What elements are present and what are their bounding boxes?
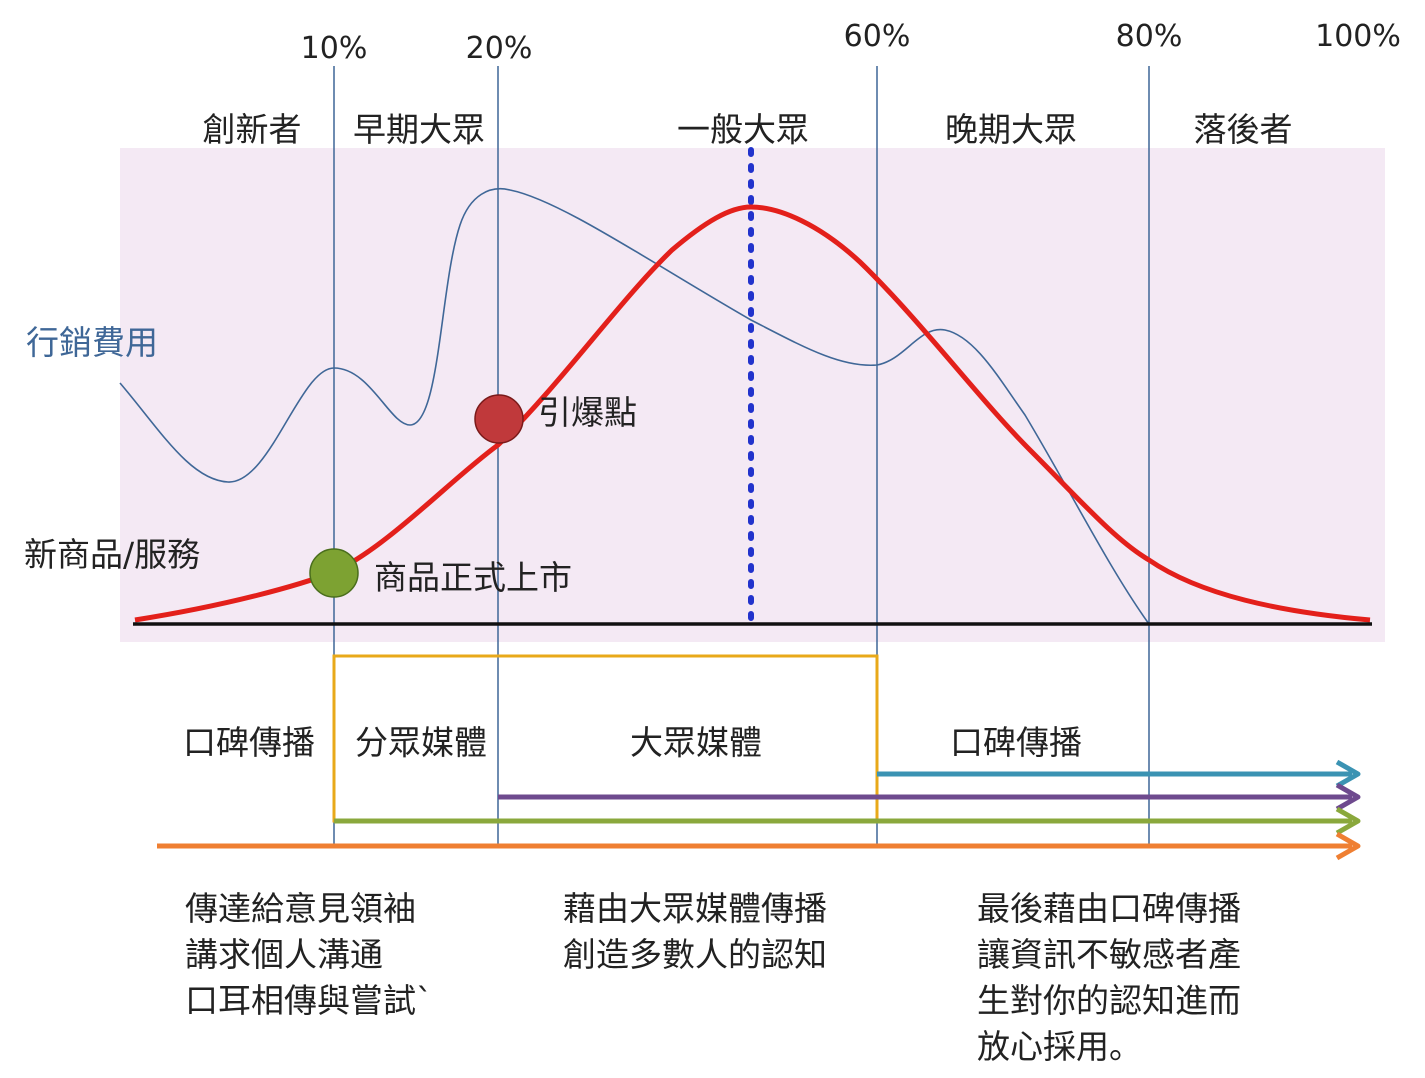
note-mass: 藉由大眾媒體傳播 創造多數人的認知 (563, 886, 827, 978)
adoption-bell-curve (134, 204, 1371, 623)
segment-laggards: 落後者 (1193, 110, 1293, 149)
note-early-line-3: 口耳相傳與嘗試` (185, 981, 433, 1020)
launch-point (309, 548, 359, 598)
note-late-line-1: 最後藉由口碑傳播 (977, 889, 1241, 928)
note-late-line-2: 讓資訊不敏感者產 (977, 935, 1241, 974)
segment-majority: 一般大眾 (677, 110, 809, 149)
arrow-word-of-mouth-early (157, 831, 1361, 861)
new-product-label: 新商品/服務 (24, 535, 201, 574)
percent-label-80: 80% (1115, 19, 1183, 54)
arrow-segmented-media (334, 806, 1361, 836)
media-word-of-mouth-late: 口碑傳播 (950, 723, 1082, 762)
percent-label-10: 10% (300, 31, 368, 66)
note-late-line-4: 放心採用。 (977, 1027, 1142, 1066)
percent-label-100: 100% (1315, 19, 1401, 54)
media-mass: 大眾媒體 (630, 723, 762, 762)
note-late: 最後藉由口碑傳播 讓資訊不敏感者產 生對你的認知進而 放心採用。 (977, 886, 1241, 1070)
arrow-mass-media (498, 782, 1361, 812)
percent-label-60: 60% (843, 19, 911, 54)
launch-label: 商品正式上市 (374, 558, 572, 597)
percent-label-20: 20% (465, 31, 533, 66)
tipping-point-label: 引爆點 (538, 393, 637, 432)
note-mass-line-1: 藉由大眾媒體傳播 (563, 889, 827, 928)
segment-late-majority: 晚期大眾 (945, 110, 1077, 149)
marketing-cost-curve (119, 188, 1150, 625)
note-mass-line-2: 創造多數人的認知 (563, 935, 827, 974)
note-early-line-1: 傳達給意見領袖 (185, 889, 416, 928)
note-early: 傳達給意見領袖 講求個人溝通 口耳相傳與嘗試` (185, 886, 433, 1024)
media-segmented: 分眾媒體 (355, 723, 487, 762)
media-word-of-mouth-early: 口碑傳播 (183, 723, 315, 762)
arrow-word-of-mouth-late (877, 759, 1361, 789)
tipping-point (474, 394, 524, 444)
note-early-line-2: 講求個人溝通 (185, 935, 383, 974)
segment-innovators: 創新者 (202, 110, 302, 149)
segment-early-majority: 早期大眾 (353, 110, 485, 149)
marketing-cost-label: 行銷費用 (26, 323, 158, 362)
note-late-line-3: 生對你的認知進而 (977, 981, 1241, 1020)
